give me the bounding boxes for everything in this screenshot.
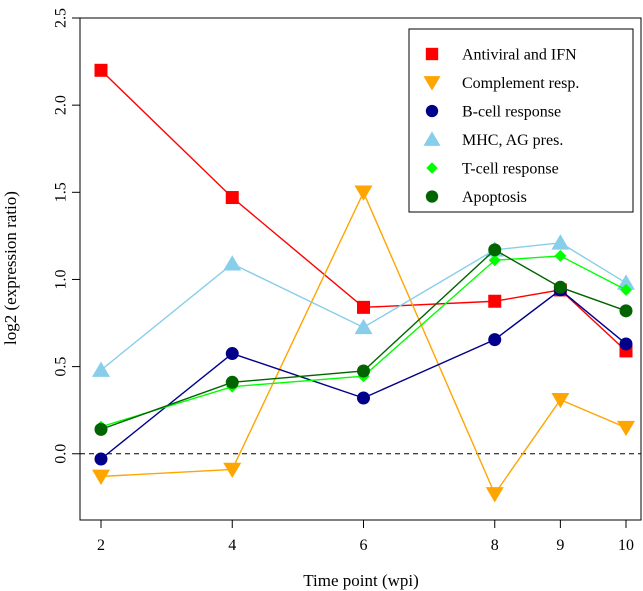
y-tick-label: 0.5 <box>53 357 70 377</box>
legend-marker <box>425 190 439 203</box>
data-point <box>617 420 635 437</box>
data-point <box>488 333 502 347</box>
y-tick-label: 0.0 <box>53 444 70 464</box>
legend-box <box>408 28 634 213</box>
y-tick-label: 2.0 <box>53 95 70 115</box>
data-point <box>620 283 632 296</box>
series-line <box>100 248 627 431</box>
legend-label: Antiviral and IFN <box>462 47 577 64</box>
data-point <box>223 462 242 479</box>
series-line <box>100 242 627 371</box>
data-point <box>357 391 370 405</box>
series-4 <box>95 249 632 433</box>
plot-area <box>79 17 642 521</box>
data-point <box>354 318 373 335</box>
data-point <box>357 300 370 314</box>
data-point <box>619 304 633 318</box>
legend-label: MHC, AG pres. <box>462 132 563 149</box>
x-tick-label: 6 <box>360 537 368 554</box>
legend-marker <box>425 47 439 61</box>
data-point <box>551 234 570 250</box>
data-point <box>94 452 108 466</box>
data-point <box>619 337 633 351</box>
data-point <box>488 243 502 257</box>
data-point <box>92 469 110 485</box>
data-point <box>488 254 501 267</box>
legend-marker <box>423 131 441 146</box>
series-line <box>100 190 627 496</box>
data-point <box>223 255 242 271</box>
data-point <box>225 347 239 361</box>
data-point <box>94 63 108 77</box>
data-point <box>94 422 108 436</box>
data-point <box>554 249 567 262</box>
data-point <box>485 487 504 503</box>
data-point <box>92 361 110 377</box>
x-tick-label: 2 <box>97 537 105 554</box>
data-point <box>617 274 635 290</box>
legend: Antiviral and IFN Complement resp. B-cell … <box>408 28 634 213</box>
y-tick-label: 2.5 <box>53 8 70 28</box>
data-point <box>354 185 373 201</box>
legend-marker <box>425 104 439 118</box>
x-tick-label: 10 <box>618 537 634 554</box>
series-line <box>100 255 627 428</box>
series-line <box>100 289 627 460</box>
y-axis-label: log2 (expression ratio) <box>1 191 20 345</box>
data-point <box>488 294 502 308</box>
data-point <box>225 191 239 205</box>
data-point <box>357 364 370 378</box>
series-2 <box>94 283 633 466</box>
x-tick-label: 8 <box>491 537 499 554</box>
y-tick-label: 1.5 <box>53 182 70 202</box>
series-1 <box>92 185 635 503</box>
x-axis-label: Time point (wpi) <box>303 571 419 590</box>
data-point <box>225 375 239 389</box>
y-tick-label: 1.0 <box>53 269 70 289</box>
legend-marker <box>423 76 441 91</box>
legend-label: Apoptosis <box>462 189 527 206</box>
legend-label: T-cell response <box>462 161 559 178</box>
x-axis: 2 4 6 8 9 10 <box>97 520 634 554</box>
legend-marker <box>426 162 438 174</box>
series-line <box>100 69 627 352</box>
data-point <box>553 280 567 294</box>
x-tick-label: 4 <box>228 537 236 554</box>
legend-label: B-cell response <box>462 104 561 121</box>
legend-label: Complement resp. <box>462 75 579 92</box>
series-5 <box>94 243 633 436</box>
data-point <box>551 392 570 409</box>
plot-frame <box>79 17 642 521</box>
x-tick-label: 9 <box>556 537 564 554</box>
y-axis: 0.0 0.5 1.0 1.5 2.0 2.5 <box>53 8 80 464</box>
